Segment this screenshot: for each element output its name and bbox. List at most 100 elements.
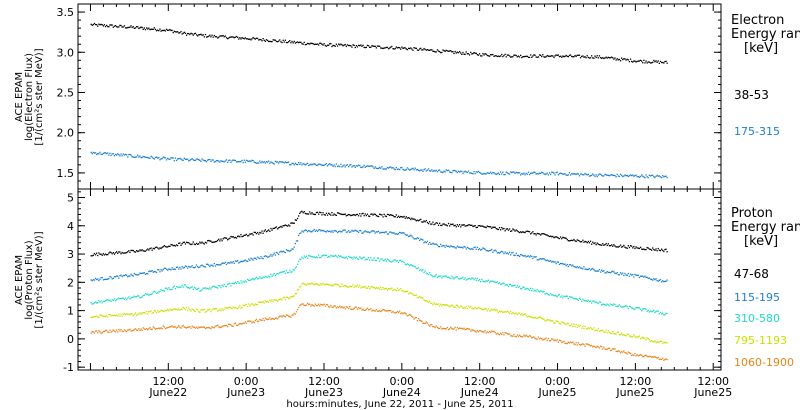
electron-series-1-point [208,158,210,161]
proton-series-4-point [164,327,167,330]
proton-series-3-point [552,320,554,322]
proton-series-4-point [634,352,636,355]
electron-series-1-point [328,163,330,166]
proton-series-3-point [282,297,284,299]
electron-series-0-point [148,27,150,29]
proton-series-4-point [616,350,618,353]
proton-series-1-point [506,252,508,254]
proton-series-0-point [413,218,415,220]
electron-series-0-point [445,49,447,51]
proton-series-2-point [163,290,165,292]
proton-series-0-point [384,215,386,217]
proton-series-0-point [563,237,565,239]
proton-series-4-point [258,320,260,322]
electron-series-0-point [207,36,209,38]
proton-series-4-point [319,305,321,307]
proton-series-2-point [178,287,180,289]
electron-series-1-point [359,164,361,167]
electron-series-0-point [355,45,357,47]
proton-series-1-point [313,228,315,231]
proton-series-0-point [412,218,414,220]
electron-series-1-point [371,165,373,167]
electron-series-1-point [611,174,613,176]
proton-series-2-point [510,283,512,286]
electron-series-0-point [494,55,496,57]
proton-series-1-point [463,245,465,248]
proton-series-2-point [453,278,455,280]
proton-series-3-point [360,287,362,289]
electron-series-0-point [516,56,518,58]
proton-series-4-point [482,331,484,333]
proton-series-4-point [179,326,181,328]
proton-series-2-point [554,294,556,297]
proton-series-3-point [631,336,633,338]
proton-series-1-point [434,243,436,245]
proton-series-1-point [628,275,631,277]
proton-series-3-point [431,302,433,305]
electron-series-0-point [192,34,194,36]
electron-series-1-point [265,161,268,163]
proton-series-2-point [459,278,461,280]
proton-series-0-point [427,222,430,225]
proton-series-4-point [178,325,180,327]
proton-series-4-point [204,327,207,330]
electron-series-0-point [500,55,502,57]
proton-series-0-point [419,219,421,221]
proton-series-0-point [160,247,162,249]
electron-series-1-point [495,173,497,175]
proton-series-4-point [544,338,546,340]
proton-series-2-point [360,257,362,259]
electron-series-0-point [374,45,376,47]
electron-series-1-point [462,172,464,175]
electron-series-1-point [280,161,282,163]
proton-series-4-point [633,354,635,356]
proton-series-3-point [437,303,440,305]
electron-series-1-point [184,158,187,160]
proton-series-1-point [461,246,463,248]
proton-series-4-point [485,332,487,334]
proton-series-3-point [314,283,316,285]
xtick-label-time: 0:00 [234,375,259,388]
proton-series-4-point [387,310,390,312]
electron-series-0-point [221,35,223,37]
proton-series-0-point [621,246,623,248]
proton-series-1-point [106,278,108,280]
proton-series-0-point [213,241,215,243]
proton-series-4-point [651,356,653,358]
proton-series-4-point [137,329,139,331]
proton-series-3-point [374,287,376,290]
electron-series-0-point [224,35,227,37]
proton-series-0-point [189,243,191,245]
proton-series-4-point [505,332,507,334]
electron-series-0-point [588,57,591,59]
electron-series-0-point [294,42,296,44]
proton-series-4-point [208,326,210,329]
proton-series-1-point [128,275,130,277]
proton-series-0-point [468,224,471,226]
proton-series-0-point [521,231,523,234]
electron-series-0-point [514,54,516,56]
electron-series-1-point [532,172,534,174]
electron-series-1-point [416,168,419,171]
proton-series-1-point [284,251,286,254]
proton-series-2-point [222,285,224,287]
proton-series-3-point [249,305,251,307]
proton-series-3-point [647,338,649,340]
proton-series-0-point [227,239,229,241]
proton-series-1-point [185,265,188,268]
proton-series-1-point [651,278,653,281]
electron-series-0-point [608,57,611,59]
proton-series-2-point [422,269,424,271]
proton-series-2-point [392,260,394,262]
proton-series-1-point [401,232,403,234]
proton-series-2-point [242,280,244,282]
proton-series-4-point [120,328,122,331]
electron-series-1-point [344,166,346,168]
proton-series-3-point [167,309,169,311]
electron-series-1-point [315,164,318,166]
proton-series-1-point [245,260,248,262]
electron-series-0-point [578,54,581,56]
proton-series-2-point [248,279,250,281]
proton-series-3-point [264,300,266,302]
electron-series-0-point [403,47,405,49]
